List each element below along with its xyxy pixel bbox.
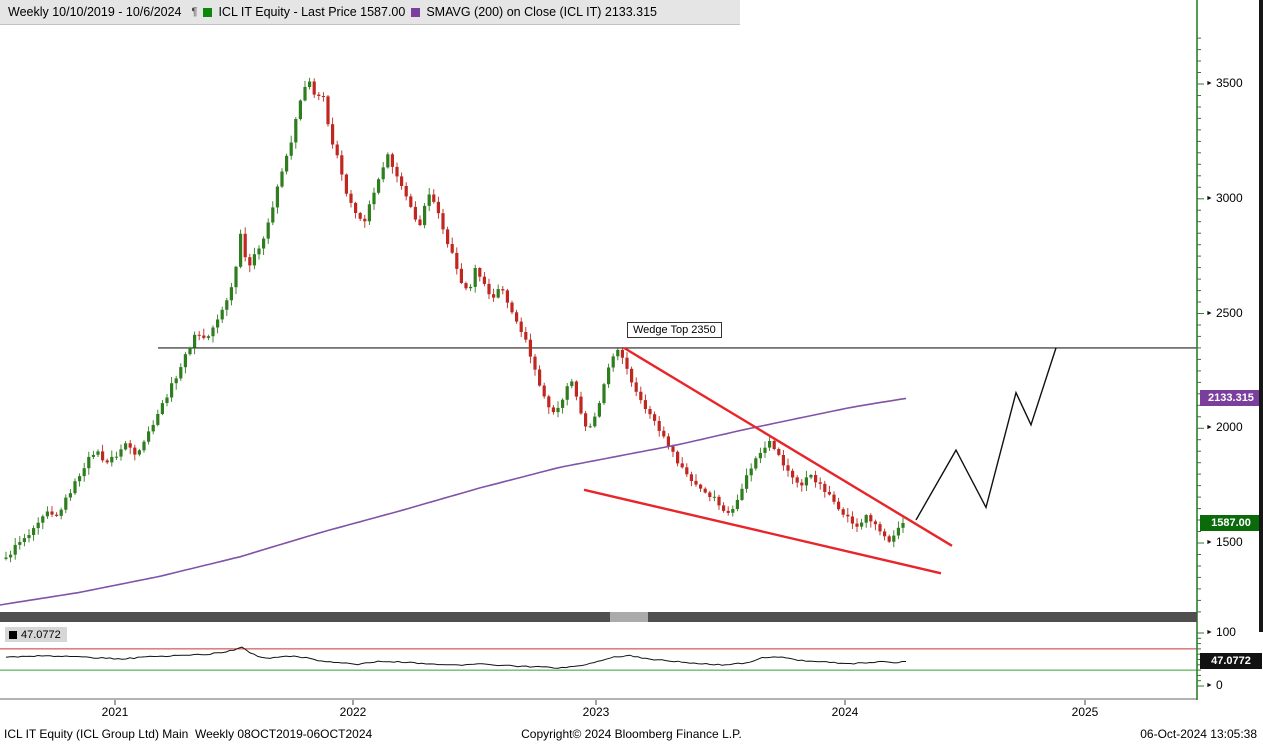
series2-color-swatch-icon [411, 7, 421, 17]
indicator-value-badge: 47.0772 [1200, 653, 1262, 670]
y-axis-tick-value: 1500 [1215, 535, 1243, 549]
indicator-value-label: 47.0772 [21, 628, 61, 641]
panel-separator [0, 612, 1197, 622]
x-axis-year-label: 2022 [339, 705, 367, 719]
y-axis-label: ► 2500 [1206, 306, 1260, 321]
annotation-icon[interactable]: ¶ [191, 6, 198, 18]
y-axis-label: ► 100 [1206, 625, 1260, 640]
sma-value-badge: 2133.315 [1200, 389, 1262, 406]
tick-arrow-icon: ► [1206, 80, 1213, 87]
chart-header-bar: Weekly 10/10/2019 - 10/6/2024 ¶ ICL IT E… [0, 0, 740, 25]
series1-color-swatch-icon [203, 7, 213, 17]
footer-copyright: Copyright© 2024 Bloomberg Finance L.P. [521, 727, 742, 741]
y-axis-label: ► 2000 [1206, 420, 1260, 435]
footer-timestamp: 06-Oct-2024 13:05:38 [1140, 727, 1257, 741]
panel-resize-handle[interactable] [610, 612, 648, 622]
y-axis-label: ► 3000 [1206, 191, 1260, 206]
tick-arrow-icon: ► [1206, 539, 1213, 546]
y-axis-tick-value: 2000 [1215, 420, 1243, 435]
indicator-color-swatch-icon [9, 630, 17, 639]
y-axis-label: ► 3500 [1206, 76, 1260, 91]
y-axis-tick-value: 3500 [1215, 76, 1243, 90]
x-axis-year-label: 2021 [101, 705, 129, 719]
y-axis-label: ► 0 [1206, 678, 1260, 693]
tick-arrow-icon: ► [1206, 194, 1213, 202]
x-axis-year-label: 2024 [831, 705, 859, 719]
tick-arrow-icon: ► [1206, 682, 1213, 689]
tick-arrow-icon: ► [1206, 629, 1213, 636]
indicator-legend-chip[interactable]: 47.0772 [5, 627, 67, 642]
y-axis-tick-value: 3000 [1215, 190, 1243, 205]
date-range-label: Weekly 10/10/2019 - 10/6/2024 [8, 5, 182, 19]
y-axis-tick-value: 2500 [1215, 305, 1243, 320]
footer-bar: ICL IT Equity (ICL Group Ltd) Main Weekl… [0, 723, 1263, 744]
tick-arrow-icon: ► [1206, 309, 1213, 317]
series1-legend-label[interactable]: ICL IT Equity - Last Price 1587.00 [218, 5, 406, 19]
last-price-badge: 1587.00 [1200, 515, 1262, 532]
y-axis-tick-value: 0 [1215, 678, 1223, 692]
tick-arrow-icon: ► [1206, 424, 1213, 432]
y-axis-tick-value: 100 [1215, 625, 1236, 639]
x-axis-year-label: 2023 [582, 705, 610, 719]
x-axis-year-label: 2025 [1071, 705, 1099, 719]
wedge-top-annotation[interactable]: Wedge Top 2350 [627, 322, 722, 338]
footer-security-info: ICL IT Equity (ICL Group Ltd) Main Weekl… [4, 727, 373, 741]
series2-legend-label[interactable]: SMAVG (200) on Close (ICL IT) 2133.315 [426, 5, 658, 19]
y-axis-label: ► 1500 [1206, 535, 1260, 550]
window-right-border [1259, 0, 1263, 632]
